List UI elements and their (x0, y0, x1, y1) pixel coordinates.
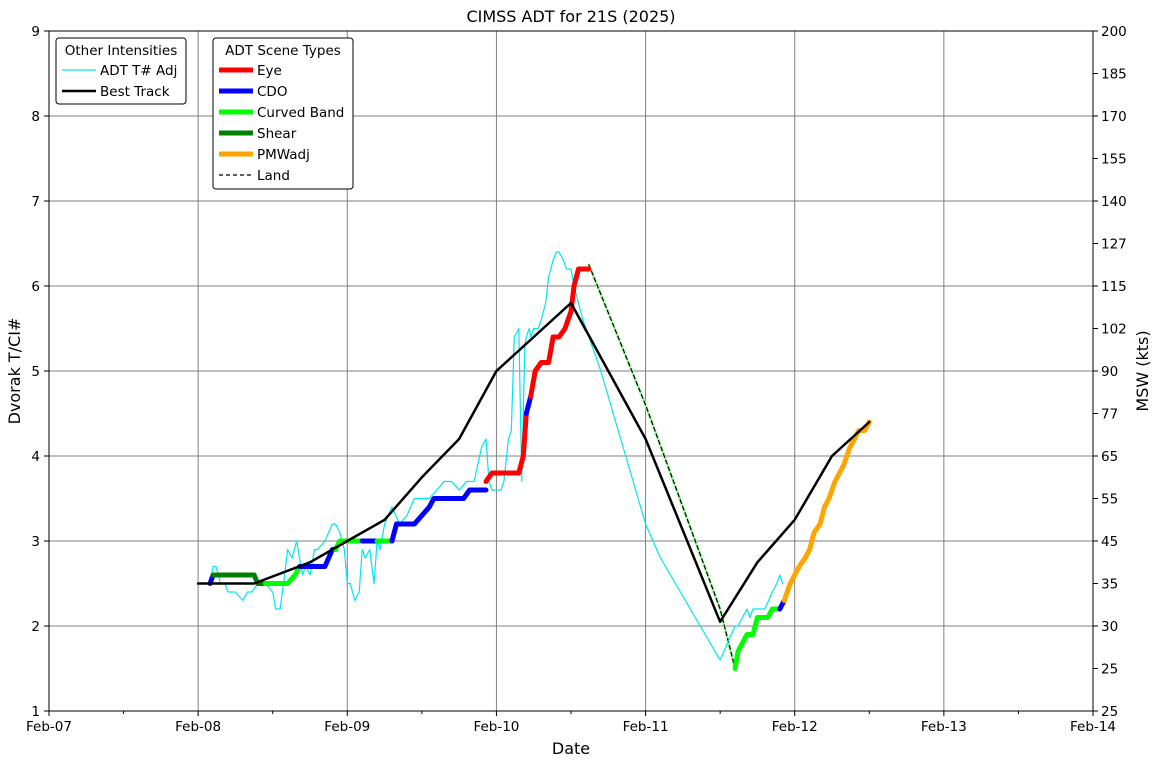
chart-title: CIMSS ADT for 21S (2025) (466, 7, 675, 26)
y-axis-label: Dvorak T/CI# (5, 318, 24, 425)
legend-label: Eye (257, 63, 282, 79)
y2-tick-label: 170 (1101, 109, 1127, 125)
y-tick-label: 1 (31, 704, 40, 720)
y2-tick-label: 155 (1101, 152, 1127, 168)
x-tick-label: Feb-12 (772, 719, 818, 735)
legend-label: Best Track (100, 84, 170, 100)
y2-tick-label: 55 (1101, 492, 1118, 508)
y2-tick-label: 30 (1101, 619, 1118, 635)
y2-tick-label: 127 (1101, 237, 1127, 253)
legend-box (212, 37, 354, 190)
scene-eye-line (483, 411, 529, 484)
y2-tick-label: 102 (1101, 322, 1127, 338)
y2-tick-label: 90 (1101, 364, 1118, 380)
y-tick-label: 4 (31, 449, 40, 465)
series-lines (196, 251, 872, 671)
y2-axis-label: MSW (kts) (1133, 330, 1152, 411)
x-tick-label: Feb-13 (921, 719, 967, 735)
scene-curved-band-line (262, 564, 303, 586)
legend-label: CDO (257, 84, 287, 100)
y-tick-label: 9 (31, 24, 40, 40)
x-tick-label: Feb-08 (175, 719, 221, 735)
scene-eye-line (528, 266, 592, 399)
y2-tick-label: 115 (1101, 279, 1127, 295)
x-tick-label: Feb-11 (623, 719, 669, 735)
y-tick-label: 5 (31, 364, 40, 380)
x-tick-label: Feb-14 (1070, 719, 1116, 735)
y-tick-label: 2 (31, 619, 40, 635)
y2-tick-label: 25 (1101, 662, 1118, 678)
x-axis-label: Date (552, 739, 590, 758)
legend-title: Other Intensities (65, 43, 177, 59)
legend-box (55, 37, 187, 105)
scene-cdo-line (523, 394, 534, 416)
legend-scene-types: ADT Scene Types Eye CDO Curved Band Shear PMW… (212, 37, 354, 190)
legend-label: Curved Band (257, 105, 344, 121)
land-line (588, 264, 736, 670)
legend-label: Shear (257, 126, 297, 142)
y2-tick-label: 65 (1101, 449, 1118, 465)
y2-tick-label: 45 (1101, 534, 1118, 550)
y2-tick-label: 35 (1101, 577, 1118, 593)
legend-other-intensities: Other Intensities ADT T# Adj Best Track (55, 37, 187, 105)
legend-label: PMWadj (257, 147, 310, 163)
legend-title: ADT Scene Types (225, 43, 341, 59)
scene-pmwadj-line (781, 419, 872, 603)
legend-label: ADT T# Adj (100, 63, 177, 79)
scene-curved-band-line (732, 606, 783, 671)
scene-cdo-line (389, 487, 489, 544)
y2-tick-label: 77 (1101, 407, 1118, 423)
y2-tick-label: 200 (1101, 24, 1127, 40)
legend-label: Land (257, 168, 290, 184)
scene-shear-line (210, 572, 268, 586)
y2-tick-label: 140 (1101, 194, 1127, 210)
y-tick-label: 6 (31, 279, 40, 295)
y-tick-label: 3 (31, 534, 40, 550)
y2-tick-label: 25 (1101, 704, 1118, 720)
x-tick-label: Feb-09 (324, 719, 370, 735)
tick-marks: Feb-07 Feb-08 Feb-09 Feb-10 Feb-11 Feb-12 Feb-… (26, 24, 1127, 735)
y2-tick-label: 185 (1101, 67, 1127, 83)
x-tick-label: Feb-10 (473, 719, 519, 735)
best-track-line (196, 301, 871, 624)
y-tick-label: 8 (31, 109, 40, 125)
y-tick-label: 7 (31, 194, 40, 210)
x-tick-label: Feb-07 (26, 719, 72, 735)
